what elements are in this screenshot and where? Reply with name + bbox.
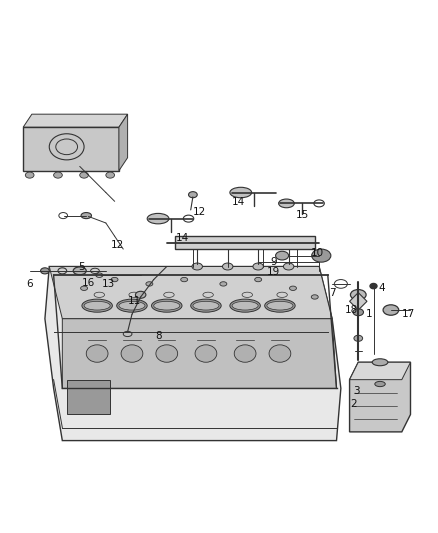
Ellipse shape: [84, 301, 110, 310]
Text: 4: 4: [379, 283, 385, 293]
Ellipse shape: [254, 277, 261, 282]
Text: 8: 8: [155, 331, 161, 341]
Ellipse shape: [230, 299, 260, 312]
Ellipse shape: [53, 172, 62, 178]
Ellipse shape: [234, 345, 256, 362]
Ellipse shape: [181, 277, 187, 282]
Ellipse shape: [154, 301, 180, 310]
Ellipse shape: [188, 192, 197, 198]
Ellipse shape: [121, 345, 143, 362]
Ellipse shape: [106, 172, 115, 178]
Text: 14: 14: [175, 233, 189, 243]
Text: 12: 12: [193, 207, 206, 217]
Polygon shape: [67, 379, 110, 415]
Ellipse shape: [191, 299, 221, 312]
Text: 9: 9: [270, 257, 277, 267]
Ellipse shape: [232, 301, 258, 310]
Ellipse shape: [193, 301, 219, 310]
Text: 17: 17: [402, 309, 415, 319]
Ellipse shape: [220, 282, 227, 286]
Ellipse shape: [80, 172, 88, 178]
Ellipse shape: [152, 299, 182, 312]
Ellipse shape: [312, 249, 331, 262]
Text: 1: 1: [366, 309, 372, 319]
Text: 6: 6: [26, 279, 33, 289]
Ellipse shape: [350, 289, 366, 300]
Ellipse shape: [41, 268, 49, 274]
Text: 18: 18: [345, 305, 358, 315]
Text: 16: 16: [82, 278, 95, 288]
Ellipse shape: [253, 263, 263, 270]
Polygon shape: [350, 293, 367, 310]
Ellipse shape: [82, 299, 113, 312]
Ellipse shape: [147, 213, 169, 224]
Polygon shape: [62, 319, 336, 389]
Polygon shape: [176, 236, 315, 249]
Ellipse shape: [276, 251, 289, 260]
Ellipse shape: [279, 199, 294, 208]
Polygon shape: [350, 362, 410, 432]
Ellipse shape: [269, 345, 291, 362]
Text: 11: 11: [127, 296, 141, 306]
Text: 15: 15: [296, 210, 309, 220]
Ellipse shape: [111, 277, 118, 282]
Ellipse shape: [290, 286, 297, 290]
Ellipse shape: [375, 382, 385, 386]
Text: 12: 12: [111, 240, 124, 250]
Polygon shape: [23, 127, 119, 171]
Ellipse shape: [195, 345, 217, 362]
Text: 13: 13: [101, 279, 115, 289]
Polygon shape: [45, 266, 341, 441]
Ellipse shape: [223, 263, 233, 270]
Ellipse shape: [81, 286, 88, 290]
Ellipse shape: [354, 335, 363, 341]
Ellipse shape: [311, 295, 318, 299]
Ellipse shape: [230, 187, 252, 198]
Ellipse shape: [135, 292, 146, 298]
Text: 2: 2: [350, 399, 357, 409]
Ellipse shape: [146, 282, 153, 286]
Ellipse shape: [192, 263, 202, 270]
Ellipse shape: [370, 284, 377, 289]
Ellipse shape: [81, 213, 92, 219]
Ellipse shape: [372, 359, 388, 366]
Polygon shape: [23, 114, 127, 127]
Ellipse shape: [265, 299, 295, 312]
Ellipse shape: [86, 345, 108, 362]
Ellipse shape: [73, 267, 86, 275]
Polygon shape: [119, 114, 127, 171]
Text: 14: 14: [232, 197, 245, 207]
Text: 10: 10: [311, 248, 324, 259]
Ellipse shape: [119, 301, 145, 310]
Polygon shape: [350, 362, 410, 379]
Text: 7: 7: [329, 288, 336, 297]
Ellipse shape: [383, 305, 399, 315]
Text: 5: 5: [78, 262, 85, 271]
Text: 3: 3: [353, 385, 360, 395]
Ellipse shape: [267, 301, 293, 310]
Ellipse shape: [353, 309, 364, 316]
Ellipse shape: [117, 299, 147, 312]
Text: 19: 19: [267, 266, 280, 277]
Polygon shape: [49, 266, 332, 319]
Ellipse shape: [25, 172, 34, 178]
Ellipse shape: [283, 263, 294, 270]
Ellipse shape: [156, 345, 178, 362]
